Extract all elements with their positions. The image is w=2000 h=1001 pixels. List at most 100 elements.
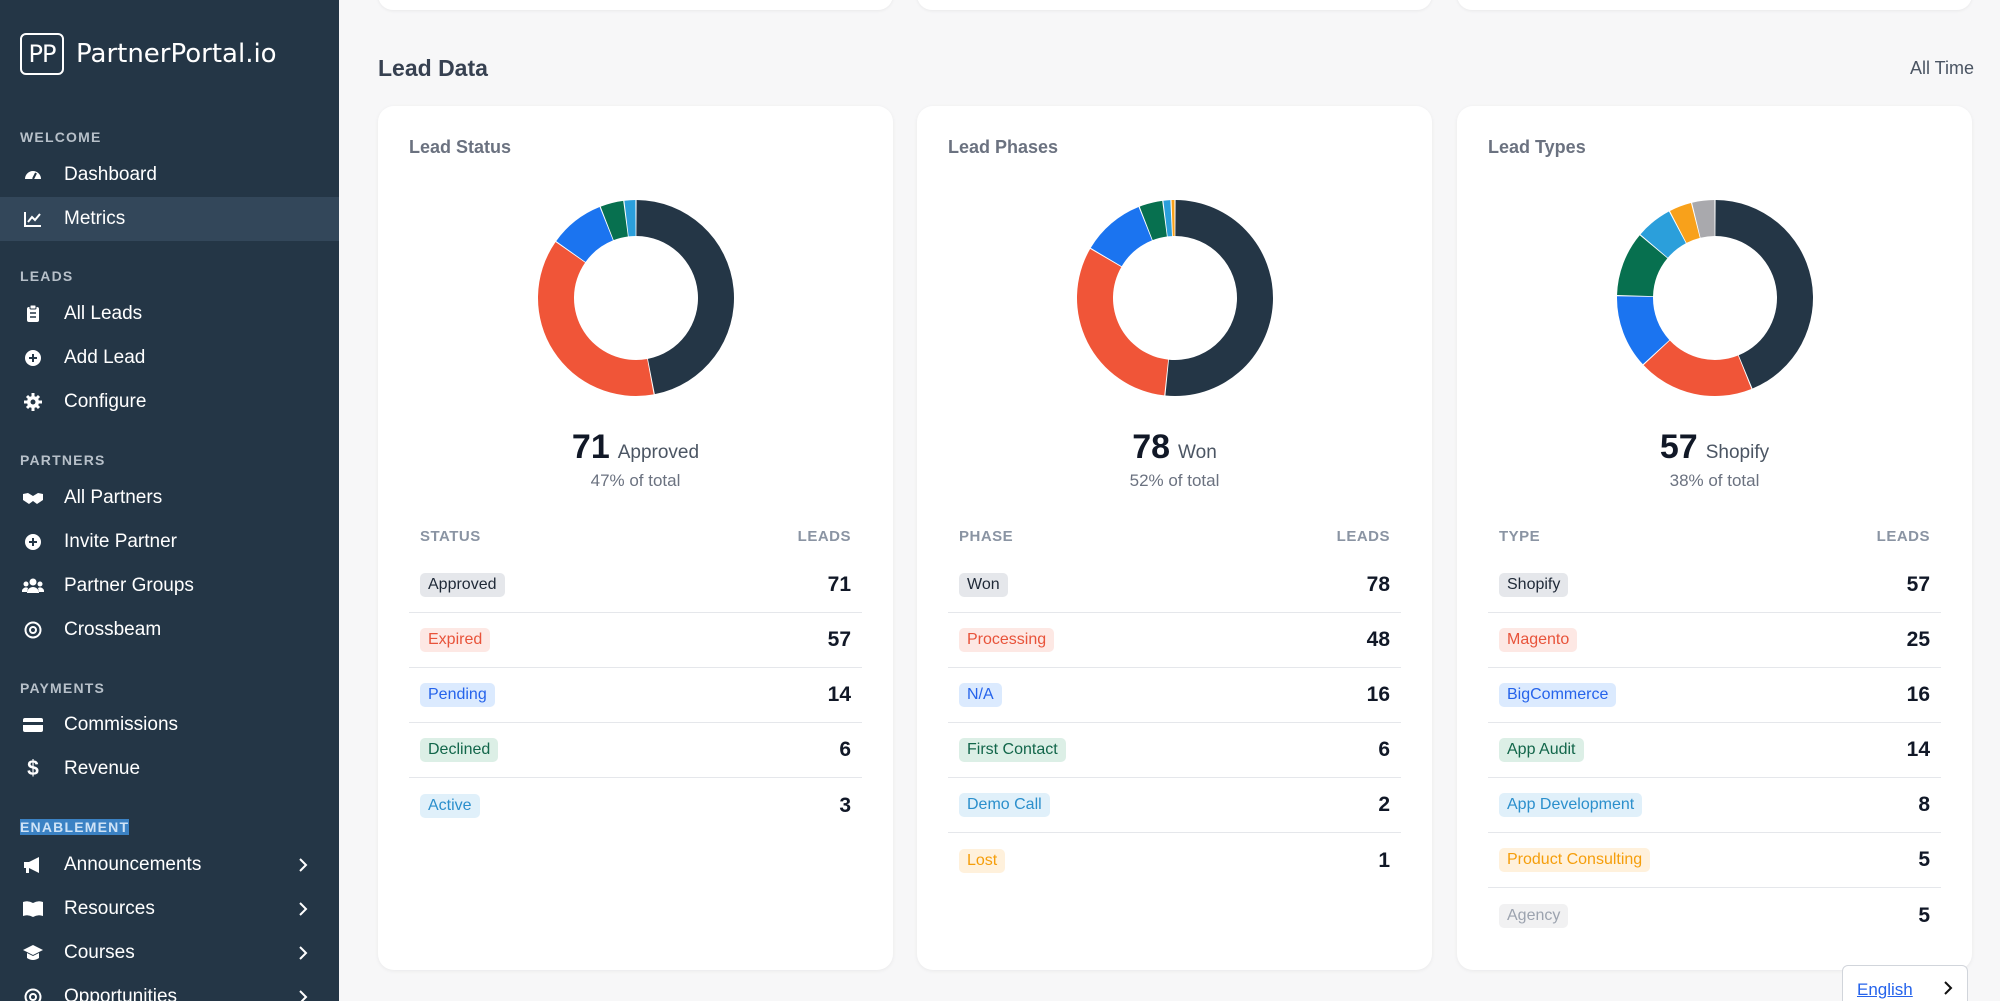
sidebar-item-opportunities[interactable]: Opportunities (0, 975, 339, 1001)
section-title: Lead Data (378, 55, 488, 81)
summary: 78 Won 52% of total (917, 428, 1432, 491)
lead-phases-card: Lead Phases 78 Won 52% of total PHASE LE… (917, 106, 1432, 970)
row-badge: BigCommerce (1499, 683, 1617, 707)
row-value: 16 (1366, 683, 1390, 706)
language-label[interactable]: English (1857, 980, 1913, 999)
donut-slice-shopify[interactable] (1715, 200, 1813, 389)
table-rows: Shopify 57 Magento 25 BigCommerce 16 App Audit… (1488, 558, 1941, 943)
donut-slice-magento[interactable] (1643, 340, 1752, 396)
donut-slice-declined[interactable] (600, 200, 628, 241)
row-value: 57 (827, 628, 851, 651)
donut-slice-pending[interactable] (556, 207, 613, 262)
donut-slice-app-development[interactable] (1640, 211, 1686, 258)
donut-slice-n-a[interactable] (1090, 207, 1152, 267)
card-title: Lead Types (1488, 137, 1586, 157)
table-rows: Won 78 Processing 48 N/A 16 First Contact 6 Demo… (948, 558, 1401, 888)
target-icon (22, 986, 44, 1001)
sidebar-item-label: Invite Partner (64, 531, 177, 552)
row-badge: App Audit (1499, 738, 1584, 762)
row-value: 57 (1906, 573, 1930, 596)
row-badge: Lost (959, 848, 1006, 873)
table-row: Shopify 57 (1488, 558, 1941, 613)
table-header: TYPE LEADS (1499, 528, 1930, 545)
summary: 57 Shopify 38% of total (1457, 428, 1972, 491)
period-selector[interactable]: All Time (1909, 58, 1974, 78)
nav-section-enablement-label: ENABLEMENT (20, 819, 130, 835)
donut-slice-active[interactable] (624, 200, 636, 237)
summary-count: 71 (571, 428, 610, 466)
brand[interactable]: PP PartnerPortal.io (20, 33, 277, 75)
donut-slice-approved[interactable] (636, 200, 734, 395)
sidebar-item-resources[interactable]: Resources (0, 887, 339, 931)
summary-percent: 47% of total (590, 471, 681, 490)
donut-slice-bigcommerce[interactable] (1617, 296, 1670, 365)
sidebar-item-label: Resources (64, 898, 155, 919)
row-badge: Shopify (1499, 573, 1569, 597)
donut-slice-won[interactable] (1165, 200, 1273, 396)
plus-circle-icon (22, 531, 44, 553)
lead-status-donut-chart (538, 200, 734, 396)
table-row: Expired 57 (409, 613, 862, 668)
sidebar-item-label: All Partners (64, 487, 163, 508)
row-badge: Magento (1499, 628, 1578, 652)
row-badge: Processing (959, 628, 1055, 652)
sidebar-item-revenue[interactable]: $ Revenue (0, 747, 339, 791)
nav-section-welcome: WELCOME (20, 129, 102, 145)
sidebar-item-announcements[interactable]: Announcements (0, 843, 339, 887)
sidebar-item-add-lead[interactable]: Add Lead (0, 336, 339, 380)
sidebar-item-label: Announcements (64, 854, 202, 875)
column-header-leads: LEADS (1336, 528, 1390, 545)
chevron-right-icon (1943, 980, 1953, 1001)
table-row: Lost 1 (948, 833, 1401, 888)
row-badge: Demo Call (959, 793, 1050, 817)
table-header: STATUS LEADS (420, 528, 851, 545)
row-badge: Pending (420, 683, 495, 707)
column-header-leads: LEADS (1876, 528, 1930, 545)
donut-slice-first-contact[interactable] (1139, 200, 1167, 241)
language-switcher[interactable]: English (1842, 965, 1968, 1001)
sidebar: PP PartnerPortal.io WELCOME Dashboard Me… (0, 0, 339, 1001)
table-row: Pending 14 (409, 668, 862, 723)
table-row: BigCommerce 16 (1488, 668, 1941, 723)
donut-slice-processing[interactable] (1077, 248, 1169, 396)
sidebar-item-configure[interactable]: Configure (0, 380, 339, 424)
card-title: Lead Phases (948, 137, 1059, 157)
lead-types-donut-chart (1617, 200, 1813, 396)
sidebar-item-all-leads[interactable]: All Leads (0, 292, 339, 336)
summary-label: Approved (617, 442, 700, 463)
donut-slice-lost[interactable] (1171, 200, 1175, 237)
table-row: Agency 5 (1488, 888, 1941, 943)
donut-slice-expired[interactable] (538, 242, 654, 396)
row-value: 71 (827, 573, 851, 596)
donut-slice-product-consulting[interactable] (1669, 202, 1700, 243)
donut-slice-agency[interactable] (1692, 200, 1715, 238)
sidebar-item-partner-groups[interactable]: Partner Groups (0, 564, 339, 608)
megaphone-icon (22, 854, 44, 876)
sidebar-item-dashboard[interactable]: Dashboard (0, 153, 339, 197)
row-value: 48 (1366, 628, 1390, 651)
column-header-type: TYPE (1499, 528, 1541, 545)
sidebar-item-commissions[interactable]: Commissions (0, 703, 339, 747)
row-value: 2 (1378, 793, 1390, 816)
sidebar-item-label: Courses (64, 942, 135, 963)
lead-status-card: Lead Status 71 Approved 47% of total STA… (378, 106, 893, 970)
sidebar-item-label: Configure (64, 391, 147, 412)
donut-slice-app-audit[interactable] (1617, 235, 1668, 297)
sidebar-item-invite-partner[interactable]: Invite Partner (0, 520, 339, 564)
donut-slice-demo-call[interactable] (1163, 200, 1173, 237)
nav-section-leads: LEADS (20, 268, 74, 284)
chevron-right-icon (293, 901, 313, 917)
table-row: App Development 8 (1488, 778, 1941, 833)
sidebar-item-label: Crossbeam (64, 619, 162, 640)
users-icon (22, 575, 44, 597)
nav-section-partners: PARTNERS (20, 452, 106, 468)
sidebar-item-courses[interactable]: Courses (0, 931, 339, 975)
row-badge: Agency (1499, 903, 1569, 928)
chart-line-icon (22, 208, 44, 230)
sidebar-item-crossbeam[interactable]: Crossbeam (0, 608, 339, 652)
table-row: App Audit 14 (1488, 723, 1941, 778)
sidebar-item-label: Add Lead (64, 347, 146, 368)
sidebar-item-metrics[interactable]: Metrics (0, 197, 339, 241)
column-header-phase: PHASE (959, 528, 1014, 545)
sidebar-item-all-partners[interactable]: All Partners (0, 476, 339, 520)
